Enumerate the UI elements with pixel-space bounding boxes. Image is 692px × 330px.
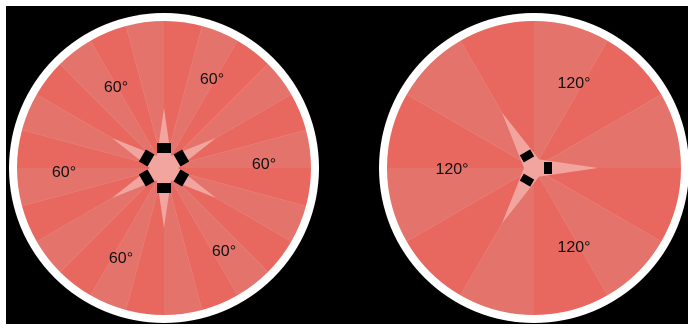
sensor-group	[519, 149, 552, 187]
sensor-block	[138, 149, 155, 167]
sector-angle-label: 60°	[52, 164, 76, 181]
angle-label-group: 120° 120° 120°	[435, 75, 590, 256]
coverage-sector	[164, 64, 292, 168]
blind-zone	[112, 108, 216, 228]
coverage-sector	[534, 21, 608, 168]
coverage-diagram-svg: 60° 60° 60° 60° 60° 60° 120° 120° 120°	[9, 13, 688, 323]
blind-zone-star	[112, 108, 216, 228]
coverage-sector	[125, 21, 164, 168]
coverage-sector	[36, 168, 164, 272]
sensor-block	[157, 183, 171, 193]
sector-angle-label: 60°	[109, 250, 133, 267]
sensor-block	[519, 173, 535, 187]
sector-angle-label: 60°	[212, 243, 236, 260]
sector-angle-label: 60°	[252, 156, 276, 173]
sector-angle-label: 120°	[557, 75, 590, 92]
coverage-sector	[534, 168, 608, 315]
sector-angle-label: 120°	[557, 239, 590, 256]
coverage-sector	[406, 168, 534, 296]
coverage-sector	[164, 168, 292, 272]
sector-group	[387, 21, 681, 315]
coverage-sector	[90, 26, 164, 168]
sensor-block	[519, 149, 535, 163]
six-sensor-coverage-disk: 60° 60° 60° 60° 60° 60°	[9, 13, 319, 323]
sector-angle-label: 60°	[200, 71, 224, 88]
coverage-sector	[387, 94, 534, 168]
coverage-sector	[164, 168, 311, 207]
coverage-sector	[164, 129, 311, 168]
coverage-sector	[534, 168, 681, 242]
coverage-sector	[534, 94, 681, 168]
sensor-group	[138, 143, 190, 193]
diagram-canvas: 60° 60° 60° 60° 60° 60° 120° 120° 120°	[6, 6, 688, 324]
coverage-sector	[36, 64, 164, 168]
sensor-block	[138, 169, 155, 187]
angle-label-group: 60° 60° 60° 60° 60° 60°	[52, 71, 276, 267]
sector-angle-label: 60°	[104, 79, 128, 96]
coverage-sector	[164, 26, 238, 168]
coverage-sector	[164, 168, 238, 310]
coverage-sector	[164, 168, 203, 315]
sector-angle-label: 120°	[435, 161, 468, 178]
coverage-sector	[164, 40, 268, 168]
coverage-sector	[534, 40, 662, 168]
sensor-block	[157, 143, 171, 153]
coverage-sector	[60, 40, 164, 168]
three-sensor-coverage-disk: 120° 120° 120°	[379, 13, 688, 323]
coverage-sector	[164, 21, 203, 168]
coverage-sector	[164, 168, 268, 296]
coverage-sector	[534, 168, 662, 296]
sensor-block	[173, 149, 190, 167]
sensor-block	[173, 169, 190, 187]
coverage-sector	[387, 168, 534, 242]
sensor-block	[544, 162, 552, 174]
coverage-sector	[90, 168, 164, 310]
coverage-sector	[17, 129, 164, 168]
coverage-sector	[406, 40, 534, 168]
coverage-sector	[125, 168, 164, 315]
coverage-sector	[60, 168, 164, 296]
coverage-sector	[17, 168, 164, 207]
